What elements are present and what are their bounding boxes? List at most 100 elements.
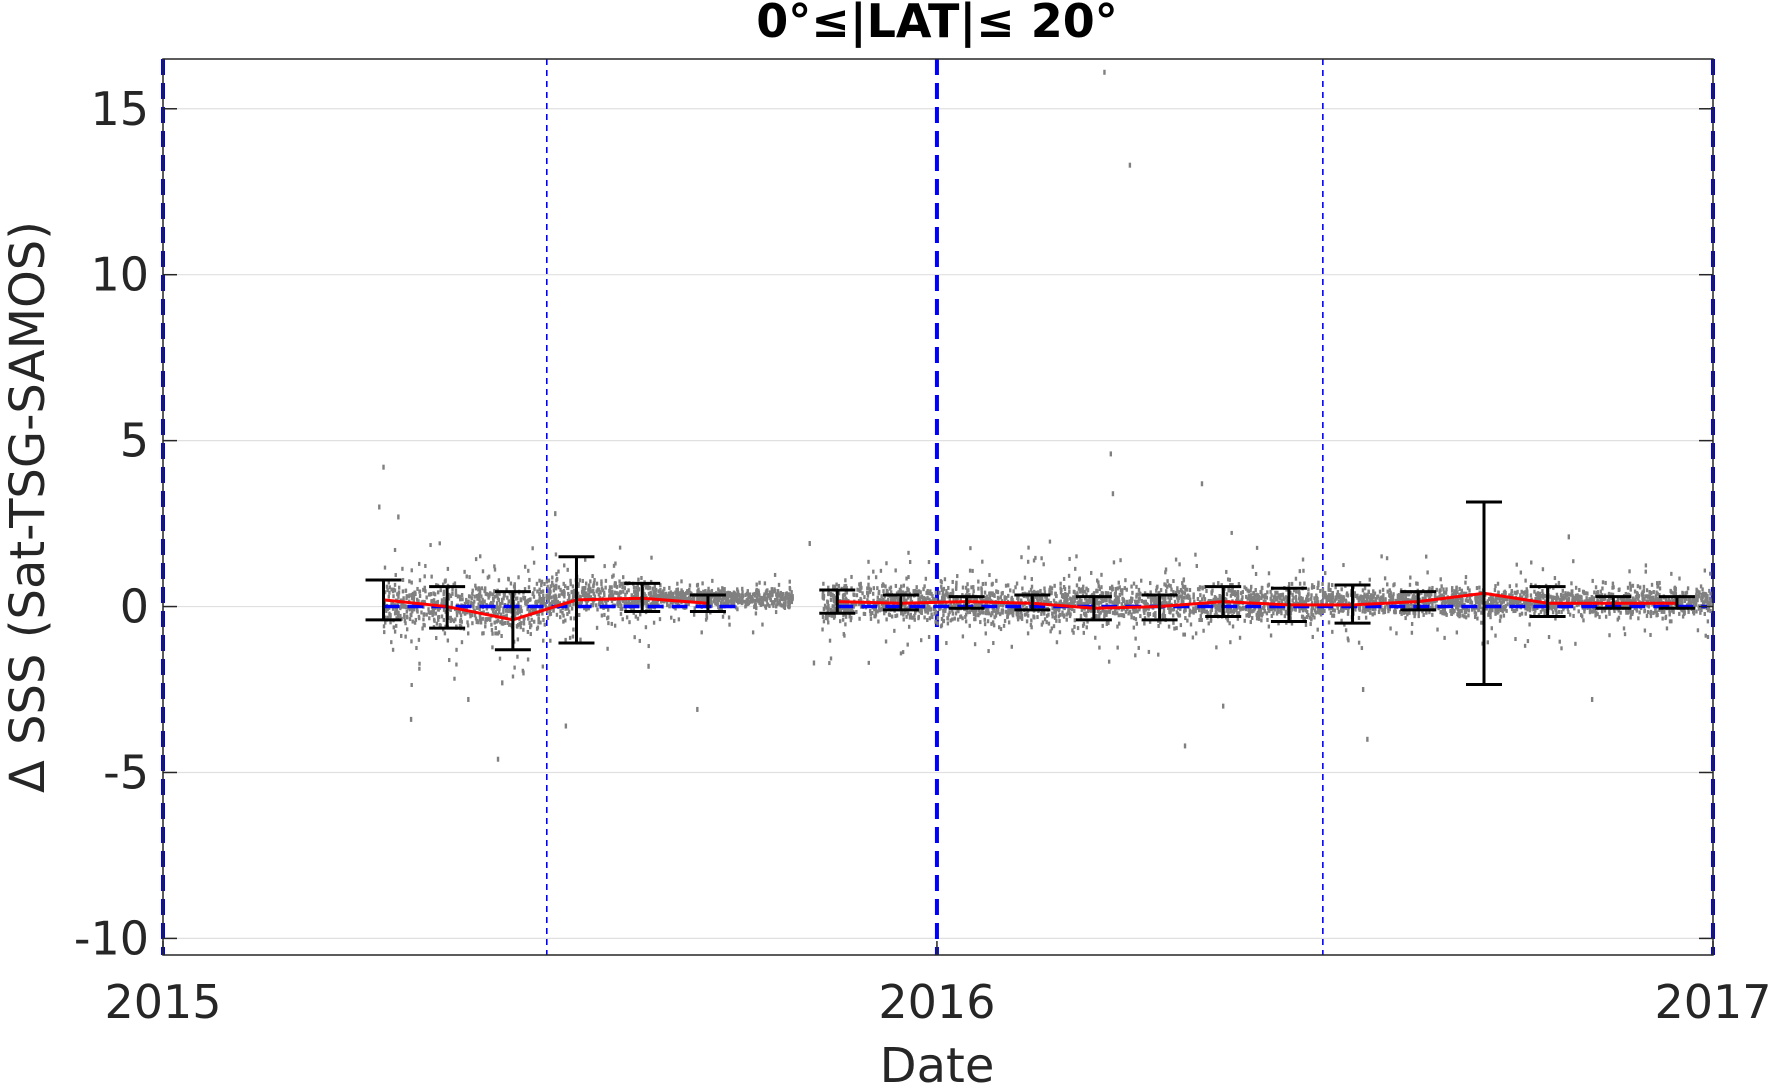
scatter-point	[908, 559, 912, 564]
scatter-point	[1607, 597, 1611, 602]
scatter-point	[408, 617, 412, 622]
scatter-point	[721, 586, 724, 591]
scatter-point	[1460, 596, 1464, 601]
scatter-point	[1638, 610, 1641, 615]
scatter-point	[612, 563, 616, 568]
scatter-point	[893, 628, 896, 633]
scatter-point	[1181, 590, 1184, 595]
scatter-point	[423, 585, 427, 590]
scatter-point	[941, 593, 944, 598]
scatter-point	[537, 599, 540, 604]
scatter-point	[562, 592, 565, 597]
scatter-point	[1237, 611, 1241, 616]
scatter-point	[1167, 595, 1170, 600]
scatter-point	[1285, 610, 1288, 615]
scatter-point	[1157, 652, 1160, 657]
scatter-point	[889, 590, 893, 595]
scatter-point	[1071, 628, 1074, 633]
scatter-point	[1619, 596, 1622, 601]
scatter-point	[1203, 584, 1207, 589]
scatter-point	[780, 603, 784, 608]
scatter-point	[896, 598, 899, 603]
scatter-point	[1267, 624, 1271, 629]
scatter-point	[1043, 599, 1046, 604]
scatter-point	[442, 607, 446, 612]
scatter-point	[570, 606, 574, 611]
scatter-point	[684, 601, 687, 606]
scatter-point	[788, 585, 792, 590]
scatter-point	[1435, 604, 1438, 609]
scatter-point	[572, 601, 575, 606]
scatter-point	[1560, 610, 1563, 615]
scatter-point	[399, 613, 402, 618]
scatter-point	[1164, 567, 1168, 572]
scatter-point	[590, 589, 593, 594]
scatter-point	[1442, 587, 1445, 592]
scatter-point	[1262, 606, 1266, 611]
scatter-point	[613, 623, 617, 628]
scatter-point	[636, 583, 639, 588]
scatter-point	[519, 625, 522, 630]
scatter-point	[941, 597, 944, 602]
scatter-point	[1473, 614, 1477, 619]
scatter-point	[555, 572, 558, 577]
scatter-point	[466, 623, 470, 628]
scatter-point	[1610, 592, 1613, 597]
scatter-point	[1465, 607, 1469, 612]
scatter-point	[1461, 601, 1464, 606]
scatter-point	[1306, 598, 1310, 603]
scatter-point	[979, 620, 982, 625]
scatter-point	[1058, 630, 1062, 635]
scatter-point	[593, 577, 596, 582]
scatter-point	[1450, 586, 1454, 591]
scatter-point	[899, 590, 903, 595]
scatter-point	[635, 585, 638, 590]
scatter-point	[1303, 581, 1306, 586]
scatter-point	[830, 613, 834, 618]
scatter-point	[1424, 592, 1428, 597]
scatter-point	[1305, 594, 1309, 599]
scatter-point	[1541, 567, 1545, 572]
scatter-point	[1490, 626, 1493, 631]
scatter-point	[1557, 609, 1561, 614]
scatter-point	[1230, 609, 1234, 614]
scatter-point	[872, 569, 875, 574]
scatter-point	[541, 611, 544, 616]
scatter-point	[1492, 599, 1496, 604]
scatter-point	[1301, 557, 1305, 562]
scatter-point	[878, 608, 881, 613]
scatter-point	[956, 617, 960, 622]
scatter-point	[1073, 590, 1076, 595]
scatter-point	[881, 582, 885, 587]
scatter-point	[945, 641, 948, 646]
scatter-point	[1161, 613, 1164, 618]
scatter-point	[1214, 609, 1218, 614]
scatter-point	[564, 637, 567, 642]
scatter-point	[1236, 616, 1240, 621]
scatter-point	[433, 592, 437, 597]
scatter-point	[1066, 597, 1069, 602]
scatter-point	[1592, 606, 1595, 611]
scatter-point	[442, 592, 445, 597]
scatter-point	[774, 588, 777, 593]
scatter-point	[568, 593, 571, 598]
scatter-point	[720, 597, 723, 602]
scatter-point	[514, 596, 518, 601]
scatter-point	[867, 660, 870, 665]
scatter-point	[1317, 580, 1320, 585]
scatter-point	[1249, 588, 1252, 593]
scatter-point	[549, 638, 552, 643]
scatter-point	[977, 607, 981, 612]
scatter-point	[1082, 584, 1085, 589]
scatter-point	[1005, 595, 1008, 600]
scatter-point	[394, 610, 398, 615]
scatter-point	[977, 613, 980, 618]
scatter-point	[555, 583, 558, 588]
scatter-point	[460, 619, 463, 624]
scatter-point	[1656, 596, 1660, 601]
scatter-point	[549, 611, 553, 616]
scatter-point	[1473, 610, 1477, 615]
scatter-point	[480, 594, 483, 599]
scatter-point	[740, 600, 744, 605]
scatter-point	[1007, 593, 1010, 598]
